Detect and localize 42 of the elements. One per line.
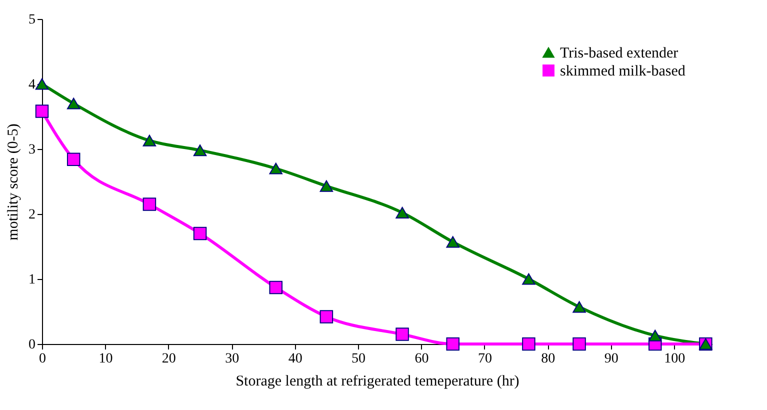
point bbox=[522, 273, 536, 285]
x-tick-label: 10 bbox=[98, 352, 113, 366]
point bbox=[269, 280, 282, 294]
point bbox=[320, 310, 334, 324]
x-tick-label: 20 bbox=[162, 352, 176, 366]
point bbox=[193, 144, 207, 156]
y-axis-title: motility score (0-5) bbox=[6, 124, 22, 240]
x-tick-label: 90 bbox=[604, 352, 618, 366]
y-tick-label: 2 bbox=[28, 208, 36, 222]
point bbox=[572, 301, 586, 313]
point bbox=[396, 206, 409, 219]
point bbox=[35, 104, 49, 118]
y-tick-label: 5 bbox=[28, 12, 36, 28]
y-tick-label: 1 bbox=[28, 272, 36, 288]
point bbox=[35, 78, 49, 90]
point bbox=[648, 330, 662, 342]
point bbox=[320, 180, 334, 192]
x-tick-label: 60 bbox=[414, 352, 429, 366]
legend-label: skimmed milk-based bbox=[560, 64, 686, 80]
x-tick-label: 50 bbox=[352, 352, 366, 366]
y-tick-label: 0 bbox=[28, 338, 36, 352]
legend-label: Tris-based extender bbox=[560, 46, 678, 62]
x-tick-label: 100 bbox=[664, 352, 686, 366]
y-tick-label: 3 bbox=[28, 142, 36, 158]
y-tick-label: 4 bbox=[28, 78, 36, 92]
x-tick-label: 70 bbox=[478, 352, 492, 366]
x-tick-label: 40 bbox=[288, 352, 302, 366]
point bbox=[193, 226, 207, 240]
x-axis-title: Storage length at refrigerated temeperature (hr) bbox=[236, 374, 520, 390]
point bbox=[269, 162, 282, 174]
x-tick-label: 0 bbox=[39, 352, 46, 366]
point bbox=[522, 337, 536, 351]
point bbox=[396, 328, 409, 341]
point bbox=[66, 152, 80, 166]
point bbox=[66, 98, 80, 110]
x-tick-label: 30 bbox=[225, 352, 240, 366]
point bbox=[446, 236, 460, 248]
point bbox=[142, 198, 156, 211]
point bbox=[572, 337, 586, 351]
point bbox=[446, 337, 460, 351]
x-tick-label: 80 bbox=[541, 352, 556, 366]
point bbox=[142, 134, 156, 146]
